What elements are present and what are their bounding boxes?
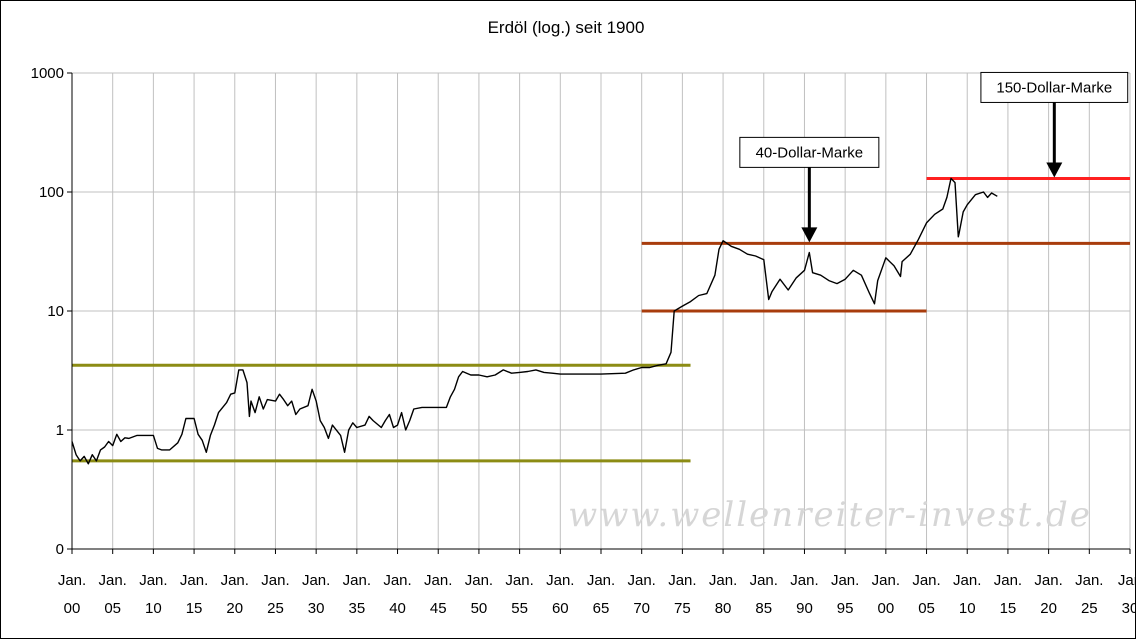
annotation-label: 40-Dollar-Marke	[756, 144, 864, 161]
x-tick-label-bottom: 70	[633, 600, 650, 617]
x-tick-label-top: Jan.	[505, 572, 533, 589]
x-tick-label-bottom: 75	[674, 600, 691, 617]
x-tick-label-bottom: 50	[471, 600, 488, 617]
x-tick-label-top: Jan.	[831, 572, 859, 589]
x-tick-label-bottom: 00	[878, 600, 895, 617]
x-tick-label-top: Jan.	[546, 572, 574, 589]
x-tick-label-bottom: 85	[755, 600, 772, 617]
price-series	[71, 177, 998, 465]
x-tick-label-bottom: 30	[1122, 600, 1136, 617]
x-tick-label-top: Jan.	[953, 572, 981, 589]
x-tick-label-bottom: 35	[349, 600, 366, 617]
annotation-arrow-head	[1046, 162, 1063, 178]
x-tick-label-top: Jan.	[383, 572, 411, 589]
x-tick-label-bottom: 80	[715, 600, 732, 617]
y-tick-label: 1000	[31, 65, 64, 82]
annotation-arrow-head	[801, 227, 818, 243]
annotations: 40-Dollar-Marke 150-Dollar-Marke	[739, 71, 1129, 243]
grid-lines	[72, 72, 1131, 549]
x-tick-label-bottom: 95	[837, 600, 854, 617]
x-tick-label-top: Jan.	[1034, 572, 1062, 589]
x-tick-label-bottom: 40	[389, 600, 406, 617]
annotation-label: 150-Dollar-Marke	[996, 79, 1112, 96]
annotation-box	[739, 136, 880, 168]
series-line	[71, 177, 998, 465]
x-tick-label-top: Jan.	[424, 572, 452, 589]
x-tick-label-top: Jan.	[587, 572, 615, 589]
x-tick-label-top: Jan.	[139, 572, 167, 589]
x-tick-label-bottom: 60	[552, 600, 569, 617]
x-tick-label-bottom: 05	[918, 600, 935, 617]
y-tick-label: 0	[56, 541, 64, 558]
y-tick-label: 1	[56, 422, 64, 439]
x-axis-ticks: Jan. 00 Jan. 05 Jan. 10 Jan. 15 Jan. 20 Jan. 25 Jan.…	[58, 549, 1136, 617]
x-tick-label-top: Jan.	[343, 572, 371, 589]
x-tick-label-top: Jan.	[912, 572, 940, 589]
x-tick-label-top: Jan.	[58, 572, 86, 589]
reference-lines	[72, 176, 1130, 463]
x-tick-label-top: Jan	[1118, 572, 1136, 589]
x-tick-label-top: Jan.	[99, 572, 127, 589]
x-tick-label-top: Jan.	[994, 572, 1022, 589]
x-tick-label-top: Jan.	[628, 572, 656, 589]
x-tick-label-top: Jan.	[872, 572, 900, 589]
x-tick-label-top: Jan.	[221, 572, 249, 589]
x-tick-label-top: Jan.	[668, 572, 696, 589]
x-tick-label-bottom: 20	[226, 600, 243, 617]
x-tick-label-bottom: 20	[1040, 600, 1057, 617]
x-tick-label-bottom: 05	[104, 600, 121, 617]
chart-title: Erdöl (log.) seit 1900	[488, 18, 645, 37]
x-tick-label-bottom: 25	[267, 600, 284, 617]
x-tick-label-bottom: 15	[186, 600, 203, 617]
x-tick-label-bottom: 90	[796, 600, 813, 617]
x-tick-label-top: Jan.	[709, 572, 737, 589]
watermark: www.wellenreiter-invest.de	[568, 495, 1092, 535]
x-tick-label-bottom: 45	[430, 600, 447, 617]
x-tick-label-bottom: 55	[511, 600, 528, 617]
y-tick-label: 10	[47, 303, 64, 320]
x-tick-label-top: Jan.	[465, 572, 493, 589]
x-tick-label-top: Jan.	[261, 572, 289, 589]
x-tick-label-top: Jan.	[790, 572, 818, 589]
x-tick-label-bottom: 65	[593, 600, 610, 617]
x-tick-label-top: Jan.	[302, 572, 330, 589]
x-tick-label-bottom: 15	[1000, 600, 1017, 617]
x-tick-label-top: Jan.	[180, 572, 208, 589]
x-tick-label-top: Jan.	[1075, 572, 1103, 589]
x-tick-label-bottom: 30	[308, 600, 325, 617]
x-tick-label-top: Jan.	[750, 572, 778, 589]
y-tick-label: 100	[39, 184, 64, 201]
x-tick-label-bottom: 10	[959, 600, 976, 617]
x-tick-label-bottom: 10	[145, 600, 162, 617]
x-tick-label-bottom: 00	[64, 600, 81, 617]
x-tick-label-bottom: 25	[1081, 600, 1098, 617]
annotation-box	[980, 71, 1129, 103]
